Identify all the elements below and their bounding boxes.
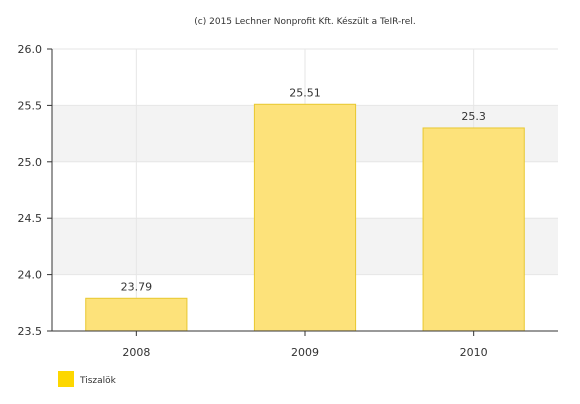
y-tick-label: 24.0: [18, 269, 43, 282]
y-tick-label: 24.5: [18, 212, 43, 225]
bar-2010[interactable]: [422, 127, 525, 332]
legend-label-tiszalok[interactable]: Tiszalök: [79, 376, 117, 386]
data-label-2009: 25.51: [289, 86, 321, 99]
credit-text: (c) 2015 Lechner Nonprofit Kft. Készült …: [194, 16, 415, 27]
data-label-2010: 25.3: [461, 110, 486, 123]
data-label-2008: 23.79: [121, 280, 153, 293]
y-tick-label: 25.0: [18, 156, 43, 169]
y-tick-label: 23.5: [18, 325, 43, 338]
x-tick-label-2010: 2010: [460, 346, 488, 359]
bar-2009[interactable]: [253, 103, 357, 332]
bar-2008[interactable]: [85, 297, 188, 332]
y-tick-label: 25.5: [18, 99, 43, 112]
x-tick-label-2009: 2009: [291, 346, 319, 359]
legend-swatch-tiszalok[interactable]: [58, 371, 74, 387]
x-tick-label-2008: 2008: [122, 346, 150, 359]
y-tick-label: 26.0: [18, 43, 43, 56]
